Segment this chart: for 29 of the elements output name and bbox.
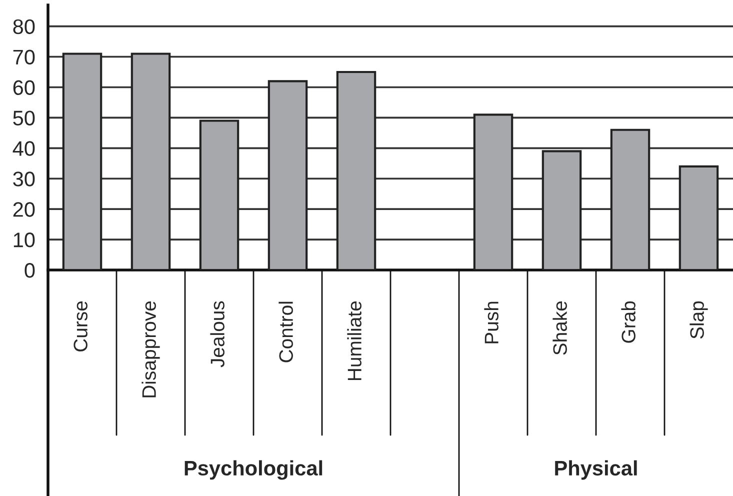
y-tick-label: 40 <box>12 141 35 156</box>
x-tick-label: Grab <box>621 301 636 343</box>
x-tick-label: Jealous <box>210 301 224 368</box>
x-tick-label: Shake <box>552 301 567 355</box>
text: Physical <box>555 460 637 480</box>
y-tick-label: 50 <box>13 110 35 126</box>
x-tick-label: Control <box>278 302 293 362</box>
bar <box>610 128 650 270</box>
bar <box>62 52 102 270</box>
y-tick-label: 20 <box>13 202 35 217</box>
y-tick-label: 10 <box>14 232 35 248</box>
x-tick-label: Slap <box>690 301 708 339</box>
bar <box>678 165 719 270</box>
bar <box>199 120 240 270</box>
bar <box>473 114 514 270</box>
x-tick-label: Humiliate <box>347 301 362 380</box>
y-tick-label: 0 <box>24 263 35 278</box>
x-tick-label: Curse <box>74 301 88 352</box>
x-tick-label: Disapprove <box>142 301 160 398</box>
y-tick-label: 80 <box>13 19 35 34</box>
bar <box>130 52 171 270</box>
x-tick-label: Push <box>484 302 498 344</box>
bar <box>336 70 376 270</box>
y-tick-label: 70 <box>13 50 35 65</box>
bar <box>268 80 308 270</box>
bar <box>542 150 582 270</box>
y-tick-label: 30 <box>13 172 35 186</box>
text: Psychological <box>184 460 322 480</box>
y-tick-label: 60 <box>13 80 35 95</box>
